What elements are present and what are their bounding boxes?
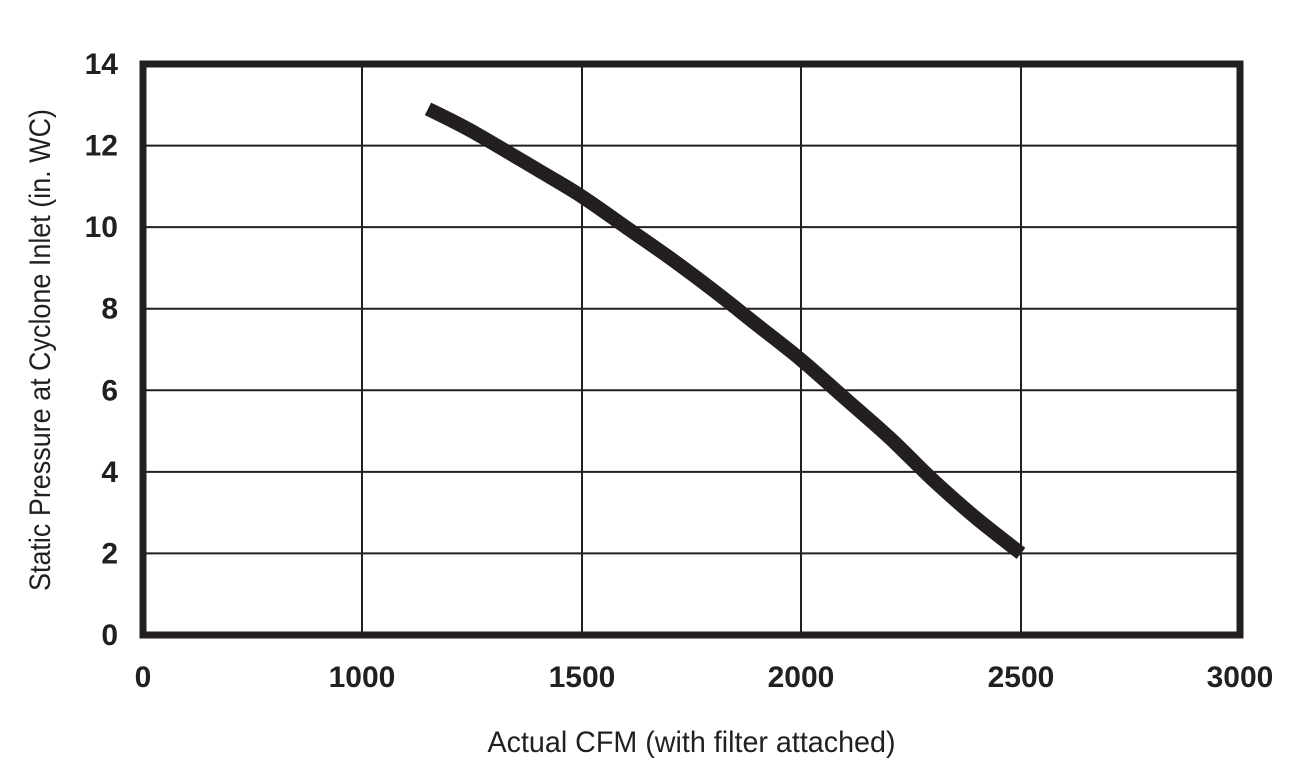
x-tick-label-1000: 1000 — [329, 661, 396, 694]
series-layer — [424, 102, 1026, 559]
x-tick-label-0: 0 — [135, 661, 152, 694]
x-tick-label-2000: 2000 — [768, 661, 835, 694]
y-tick-label-14: 14 — [85, 48, 119, 81]
y-tick-label-8: 8 — [101, 293, 118, 326]
y-tick-labels: 0 2 4 6 8 10 12 14 — [85, 48, 119, 652]
y-tick-label-0: 0 — [101, 619, 118, 652]
grid-lines — [143, 64, 1240, 635]
x-tick-label-3000: 3000 — [1207, 661, 1274, 694]
y-axis-title: Static Pressure at Cyclone Inlet (in. WC… — [24, 109, 57, 591]
y-tick-label-10: 10 — [85, 211, 118, 244]
y-tick-label-6: 6 — [101, 374, 118, 407]
y-tick-label-12: 12 — [85, 130, 118, 163]
plot-frame — [139, 60, 1244, 639]
x-tick-labels: 0 1000 1500 2000 2500 3000 — [135, 661, 1274, 694]
x-tick-label-1500: 1500 — [549, 661, 616, 694]
x-axis-title: Actual CFM (with filter attached) — [488, 726, 896, 759]
y-tick-label-2: 2 — [101, 537, 118, 570]
y-tick-label-4: 4 — [101, 456, 118, 489]
series-line-0 — [424, 102, 1026, 559]
x-tick-label-2500: 2500 — [988, 661, 1055, 694]
